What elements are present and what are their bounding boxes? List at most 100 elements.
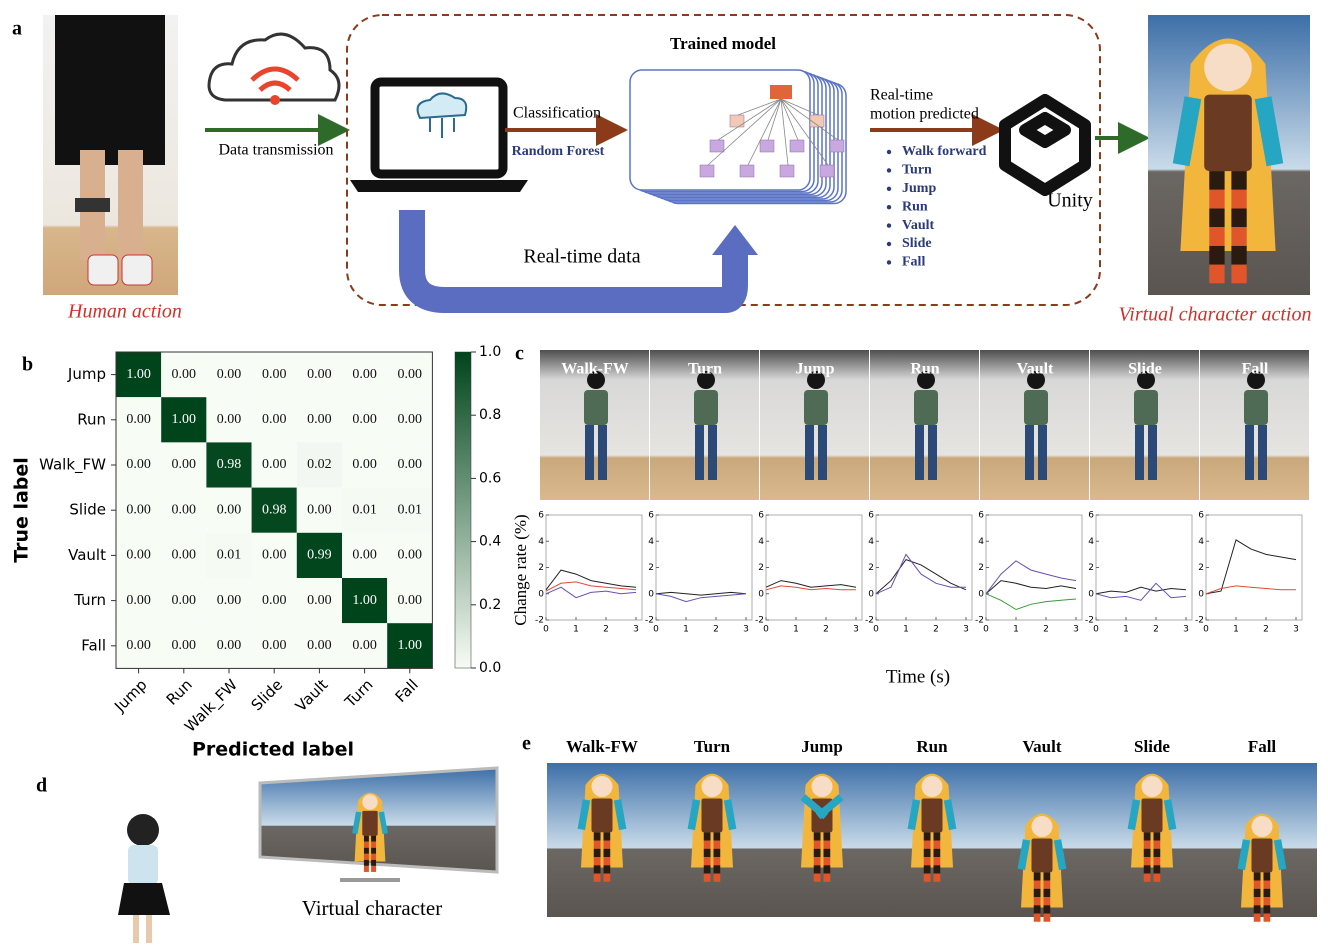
leg-stripe: [1144, 832, 1151, 840]
panel-label: e: [522, 733, 531, 755]
person-leg: [133, 915, 139, 943]
y-axis-title: Change rate (%): [511, 514, 530, 625]
x-tick-label: 3: [853, 625, 859, 635]
person-leg: [928, 425, 937, 480]
leg-stripe: [924, 857, 931, 865]
figure: a Human action Data transmission Trained…: [0, 0, 1328, 952]
cell-label: 0.00: [262, 593, 287, 608]
torso: [922, 799, 943, 833]
leg-stripe: [604, 832, 611, 840]
leg-stripe: [1254, 889, 1261, 897]
leg-stripe: [1264, 905, 1271, 913]
cell-label: 0.00: [307, 502, 332, 517]
motion-list: Walk forwardTurnJumpRunVaultSlideFall: [887, 144, 987, 269]
head: [362, 794, 377, 809]
x-tick-label: 0: [1203, 625, 1209, 635]
unity-logo: [1005, 100, 1085, 190]
cell-label: 0.00: [307, 367, 332, 382]
leg-stripe: [824, 874, 831, 882]
leg-stripe: [714, 865, 721, 873]
leg-stripe: [1154, 849, 1161, 857]
x-tick-label: 0: [543, 625, 549, 635]
cell-label: 1.00: [352, 593, 377, 608]
cell-label: 0.00: [172, 638, 197, 653]
cell-label: 0.00: [398, 367, 423, 382]
leg-stripe: [934, 841, 941, 849]
leg-stripe: [364, 848, 369, 854]
head: [1032, 816, 1053, 837]
colorbar-label: 0.4: [479, 534, 501, 550]
bullet: [887, 168, 891, 172]
cell-label: 0.00: [307, 593, 332, 608]
caption: Virtual character action: [1119, 304, 1312, 326]
x-tick-label: 2: [603, 625, 609, 635]
leg-stripe: [594, 865, 601, 873]
human-legs: [55, 15, 165, 165]
y-tick-label: 4: [1198, 537, 1204, 547]
plot-frame: [656, 515, 752, 620]
x-tick-label: 2: [933, 625, 939, 635]
leg-stripe: [704, 841, 711, 849]
cell-label: 0.00: [126, 593, 151, 608]
x-tick-label: 3: [1073, 625, 1079, 635]
leg-stripe: [1209, 171, 1224, 190]
leg-stripe: [1264, 889, 1271, 897]
person-leg: [818, 425, 827, 480]
y-tick-label: 6: [648, 511, 654, 521]
cell-label: 0.00: [352, 548, 377, 563]
y-tick-label: 0: [538, 589, 544, 599]
leg-stripe: [934, 874, 941, 882]
person-leg: [1038, 425, 1047, 480]
colorbar-label: 0.6: [479, 470, 501, 486]
leg-stripe: [1034, 889, 1041, 897]
leg-stripe: [594, 874, 601, 882]
leg-stripe: [1231, 265, 1246, 284]
person-shirt: [128, 845, 158, 885]
head: [1204, 44, 1252, 92]
cell-label: 0.00: [217, 638, 242, 653]
photo-title: Jump: [795, 361, 834, 378]
colorbar-label: 1.0: [479, 344, 501, 360]
leg-stripe: [1209, 246, 1224, 265]
leg-stripe: [714, 857, 721, 865]
leg-stripe: [1044, 897, 1051, 905]
leg-stripe: [1034, 905, 1041, 913]
leg-stripe: [1264, 897, 1271, 905]
cell-label: 0.01: [398, 502, 423, 517]
photo-title: Turn: [688, 361, 722, 378]
person-shirt: [584, 390, 608, 425]
person-skirt: [118, 883, 170, 915]
leg-stripe: [604, 874, 611, 882]
y-tick-label: 4: [1088, 537, 1094, 547]
y-tick-label: 6: [868, 511, 874, 521]
cell-label: 0.00: [352, 367, 377, 382]
tree-node: [710, 140, 724, 152]
y-tick-label: Turn: [73, 591, 106, 609]
leg-stripe: [1264, 881, 1271, 889]
y-tick-label: 4: [868, 537, 874, 547]
cell-label: 0.00: [398, 457, 423, 472]
x-tick-label: 1: [1013, 625, 1019, 635]
algorithm: Random Forest: [512, 144, 605, 159]
leg-stripe: [594, 857, 601, 865]
leg-stripe: [1231, 171, 1246, 190]
leg-stripe: [364, 860, 369, 866]
y-tick-label: 6: [758, 511, 764, 521]
cell-label: 0.00: [398, 593, 423, 608]
leg-stripe: [364, 842, 369, 848]
leg-stripe: [824, 865, 831, 873]
arrow-label: Classification: [513, 105, 601, 122]
leg-stripe: [704, 832, 711, 840]
x-tick-label: 1: [683, 625, 689, 635]
x-tick-label: 0: [763, 625, 769, 635]
motion-item: Turn: [902, 163, 932, 178]
x-tick-label: 2: [713, 625, 719, 635]
x-tick-label: 2: [1043, 625, 1049, 635]
y-tick-label: 6: [1088, 511, 1094, 521]
y-tick-label: Jump: [67, 365, 106, 383]
shoe: [88, 255, 118, 285]
person-leg: [598, 425, 607, 480]
x-tick-label: 2: [1263, 625, 1269, 635]
leg-stripe: [1154, 865, 1161, 873]
